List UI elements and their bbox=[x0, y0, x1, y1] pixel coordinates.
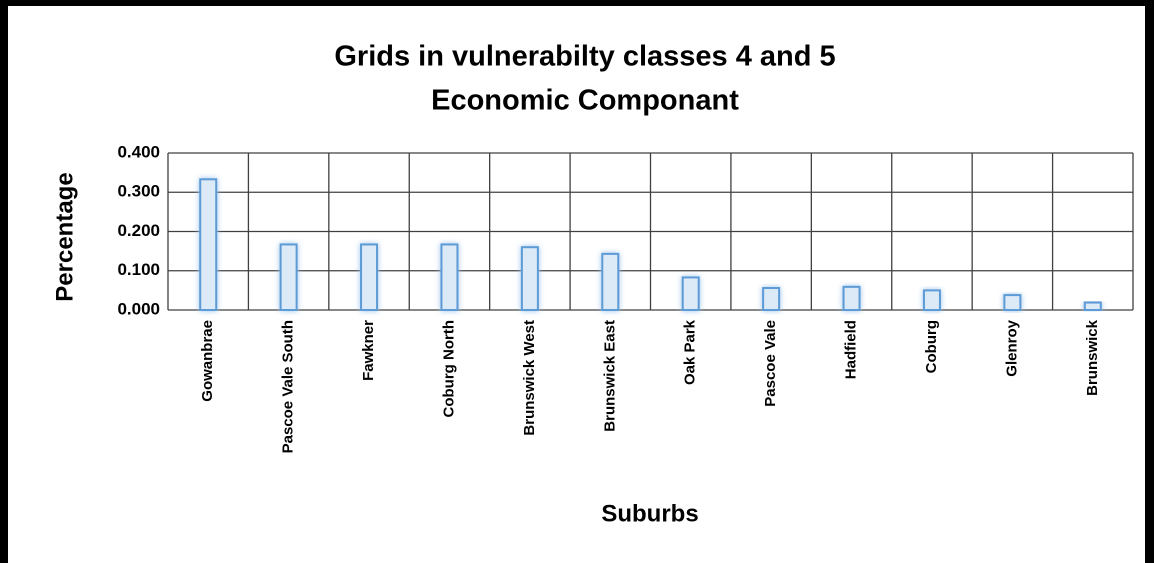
bar bbox=[842, 285, 861, 311]
x-tick-label: Brunswick West bbox=[521, 320, 538, 436]
x-tick-label: Oak Park bbox=[682, 319, 699, 385]
chart-title: Grids in vulnerabilty classes 4 and 5 bbox=[334, 41, 835, 73]
chart-subtitle: Economic Componant bbox=[431, 85, 739, 117]
x-tick-label: Fawkner bbox=[360, 320, 377, 381]
x-tick-label: Hadfield bbox=[843, 320, 860, 379]
bar bbox=[681, 276, 700, 311]
y-tick-label: 0.300 bbox=[117, 182, 160, 201]
bar bbox=[279, 243, 298, 311]
bar bbox=[199, 178, 218, 311]
bar bbox=[360, 243, 379, 311]
x-tick-label: Brunswick bbox=[1084, 319, 1101, 396]
frame-left bbox=[0, 0, 8, 563]
bar bbox=[922, 289, 941, 311]
x-tick-label: Brunswick East bbox=[601, 320, 618, 432]
bar bbox=[762, 287, 781, 311]
y-tick-label: 0.000 bbox=[117, 299, 160, 318]
bar bbox=[1003, 294, 1022, 311]
bar bbox=[1083, 301, 1102, 312]
bar bbox=[520, 246, 539, 311]
y-tick-label: 0.100 bbox=[117, 260, 160, 279]
y-tick-label: 0.200 bbox=[117, 221, 160, 240]
bar bbox=[440, 243, 459, 311]
x-axis-label: Suburbs bbox=[601, 500, 698, 527]
y-tick-label: 0.400 bbox=[117, 142, 160, 161]
x-tick-label: Pascoe Vale bbox=[762, 320, 779, 407]
bar bbox=[601, 252, 620, 311]
x-tick-label: Pascoe Vale South bbox=[280, 320, 297, 453]
frame-top bbox=[0, 0, 1154, 6]
y-axis-label: Percentage bbox=[51, 172, 78, 301]
x-tick-label: Gowanbrae bbox=[199, 320, 216, 402]
x-tick-label: Coburg bbox=[923, 320, 940, 373]
x-tick-label: Coburg North bbox=[440, 320, 457, 417]
x-tick-label: Glenroy bbox=[1003, 319, 1020, 376]
frame-right bbox=[1145, 0, 1154, 563]
